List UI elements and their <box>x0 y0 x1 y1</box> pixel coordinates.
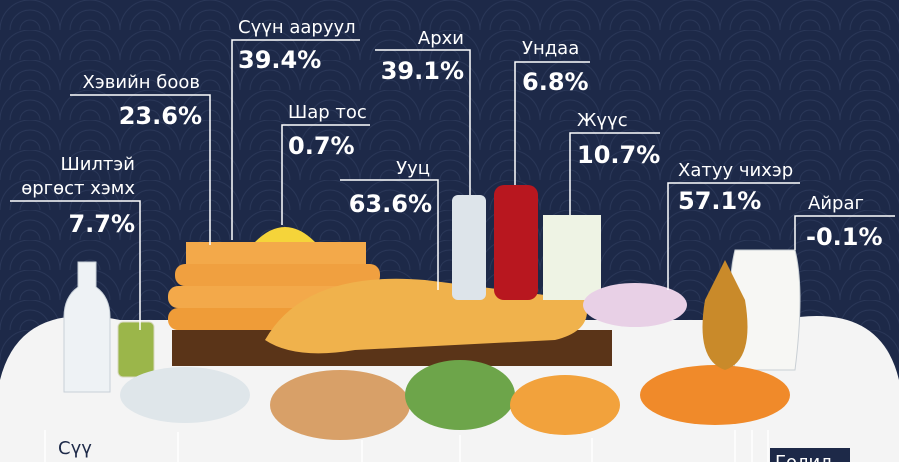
percent: 57.1% <box>678 187 761 215</box>
label: өргөст хэмх <box>21 178 135 199</box>
candy <box>583 283 687 327</box>
pickle-jar <box>117 321 155 378</box>
percent: 23.6% <box>119 102 202 130</box>
soda <box>494 185 538 300</box>
milk-bottle <box>63 261 111 393</box>
percent: 63.6% <box>349 190 432 218</box>
plate <box>270 370 410 440</box>
plate <box>120 367 250 423</box>
label: Ундаа <box>522 38 579 59</box>
juice <box>543 215 601 300</box>
percent: 0.7% <box>288 132 355 160</box>
label: Ууц <box>396 158 430 179</box>
label-box <box>770 448 850 462</box>
pineapple <box>702 260 748 370</box>
percent: 10.7% <box>577 141 660 169</box>
label: Архи <box>418 28 464 49</box>
label: Сүү <box>58 438 92 459</box>
fruit <box>640 365 790 425</box>
label: Жүүс <box>577 110 628 131</box>
label: Сүүн ааруул <box>238 17 356 38</box>
salad <box>405 360 515 430</box>
percent: -0.1% <box>806 223 883 251</box>
label: Шар тос <box>288 102 367 123</box>
label: Голил <box>775 452 832 462</box>
vodka <box>452 195 486 300</box>
label: Шилтэй <box>60 154 135 175</box>
percent: 6.8% <box>522 68 589 96</box>
percent: 39.4% <box>238 46 321 74</box>
label: Хатуу чихэр <box>678 160 793 181</box>
label: Хэвийн боов <box>83 72 200 93</box>
pasta <box>510 375 620 435</box>
leader-lines <box>10 39 895 462</box>
label: Айраг <box>808 193 864 214</box>
percent: 7.7% <box>68 210 135 238</box>
percent: 39.1% <box>381 57 464 85</box>
